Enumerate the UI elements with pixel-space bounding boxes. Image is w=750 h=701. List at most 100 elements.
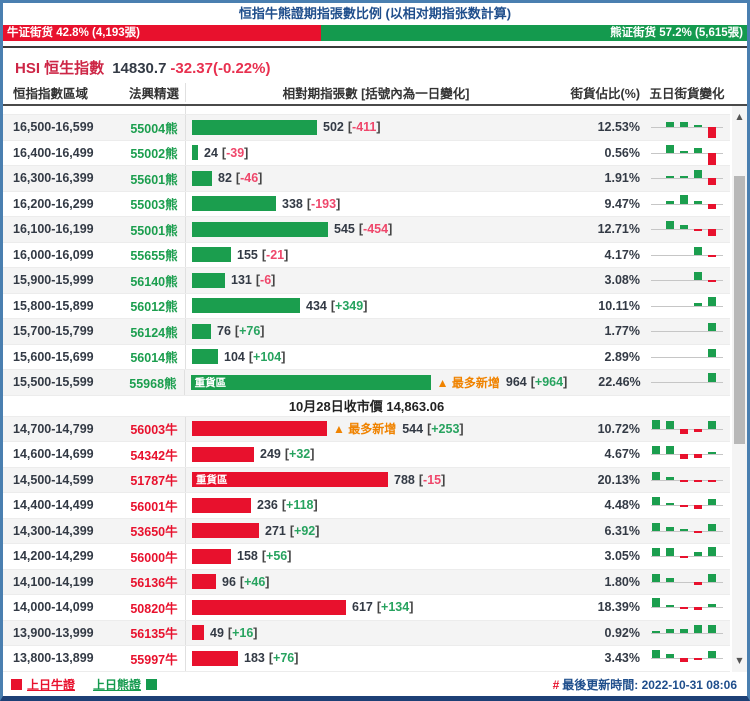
five-day-sparkline <box>651 570 723 594</box>
spark-bar <box>680 479 688 482</box>
warrant-code-link[interactable]: 56014熊 <box>130 351 178 366</box>
warrant-code-link[interactable]: 56000牛 <box>130 550 178 565</box>
five-day-sparkline <box>651 166 723 190</box>
spark-bar <box>694 229 702 232</box>
table-row: 14,300-14,399 53650牛 271 [+92] 6.31% <box>3 518 730 544</box>
warrant-code-link[interactable]: 55004熊 <box>130 121 178 136</box>
bar-value: 131 <box>231 273 252 288</box>
table-row: 14,400-14,499 56001牛 236 [+118] 4.48% <box>3 493 730 519</box>
warrant-code-link[interactable]: 56135牛 <box>130 627 178 642</box>
spark-bar <box>694 454 702 459</box>
bar-value: 249 <box>260 447 281 462</box>
spark-baseline <box>651 152 723 154</box>
bar-change: [+134] <box>376 600 414 615</box>
spark-bar <box>708 127 716 139</box>
volume-bar <box>192 247 231 263</box>
warrant-code-link[interactable]: 54342牛 <box>130 448 178 463</box>
percent-cell: 6.31% <box>604 523 640 538</box>
warrant-code-link[interactable]: 55003熊 <box>130 198 178 213</box>
warrant-code-link[interactable]: 50820牛 <box>130 601 178 616</box>
percent-cell: 4.67% <box>604 447 640 462</box>
table-row: 14,700-14,799 56003牛 ▲ 最多新增 544 [+253] 10.72% <box>3 416 730 442</box>
spark-baseline <box>651 280 723 282</box>
volume-bar <box>192 221 328 237</box>
volume-bar <box>192 574 216 590</box>
bar-change: [+56] <box>261 549 292 564</box>
scroll-down-icon[interactable]: ▼ <box>736 656 743 665</box>
index-quote: HSI 恒生指數 14830.7 -32.37(-0.22%) <box>3 48 747 80</box>
spark-bar <box>708 296 716 306</box>
volume-bar <box>192 625 204 641</box>
spark-bar <box>708 254 716 257</box>
volume-bar <box>192 599 346 615</box>
index-name: HSI 恒生指數 <box>15 60 105 77</box>
percent-cell: 18.39% <box>597 600 640 615</box>
spark-baseline <box>651 203 723 205</box>
range-cell: 16,400-16,499 <box>13 145 94 160</box>
volume-bar <box>192 272 225 288</box>
spark-bar <box>708 229 716 237</box>
bear-legend-swatch-icon <box>146 678 158 690</box>
percent-cell: 0.92% <box>604 625 640 640</box>
range-cell: 14,100-14,199 <box>13 574 94 589</box>
scroll-up-icon[interactable]: ▲ <box>736 112 743 121</box>
spark-bar <box>666 221 674 230</box>
change-value: -39 <box>226 145 245 160</box>
range-cell: 15,500-15,599 <box>13 375 94 390</box>
table-header-row: 恒指指數區域 法興精選 相對期指張數 [括號內為一日變化] 街貨佔比(%) 五日… <box>3 80 747 106</box>
spark-bar <box>680 225 688 230</box>
five-day-sparkline <box>651 621 723 645</box>
scrollbar-thumb[interactable] <box>734 176 745 444</box>
bar-cell: 131 [-6] <box>185 268 566 293</box>
spark-bar <box>694 170 702 179</box>
last-update-time: # 最後更新時間: 2022-10-31 08:06 <box>553 676 737 693</box>
legend-bear-link[interactable]: 上日熊證 <box>93 677 142 692</box>
change-value: +76 <box>273 651 295 666</box>
warrant-code-link[interactable]: 56012熊 <box>130 300 178 315</box>
five-day-sparkline <box>651 217 723 241</box>
warrant-code-link[interactable]: 56140熊 <box>130 274 178 289</box>
warrant-code-link[interactable]: 56003牛 <box>130 423 178 438</box>
table-row: 15,800-15,899 56012熊 434 [+349] 10.11% <box>3 293 730 319</box>
spark-cell <box>644 217 730 241</box>
five-day-sparkline <box>651 646 723 670</box>
spark-bar <box>666 654 674 659</box>
spark-bar <box>666 526 674 531</box>
warrant-code-link[interactable]: 56136牛 <box>130 576 178 591</box>
warrant-code-link[interactable]: 53650牛 <box>130 525 178 540</box>
spark-bar <box>708 499 716 506</box>
scrollbar[interactable]: ▲ ▼ <box>732 106 747 672</box>
spark-bar <box>666 144 674 153</box>
warrant-code-link[interactable]: 55655熊 <box>130 249 178 264</box>
close-price-row: 10月28日收市價 14,863.06 <box>3 395 730 417</box>
warrant-code-link[interactable]: 55601熊 <box>130 172 178 187</box>
bar-change: [-39] <box>221 145 249 160</box>
five-day-sparkline <box>651 468 723 492</box>
warrant-code-link[interactable]: 56124熊 <box>130 325 178 340</box>
warrant-code-link[interactable]: 55001熊 <box>130 223 178 238</box>
spark-cell <box>644 243 730 267</box>
bar-cell <box>185 106 566 114</box>
five-day-sparkline <box>651 519 723 543</box>
warrant-code-link[interactable]: 55997牛 <box>130 652 178 667</box>
change-value: +349 <box>335 298 364 313</box>
spark-baseline <box>651 254 723 256</box>
warrant-code-link[interactable]: 51787牛 <box>130 474 178 489</box>
bar-cell: 338 [-193] <box>185 191 566 216</box>
spark-bar <box>694 624 702 633</box>
volume-bar <box>192 298 300 314</box>
warrant-code-link[interactable]: 55002熊 <box>130 147 178 162</box>
range-cell: 16,100-16,199 <box>13 222 94 237</box>
table-row: 15,700-15,799 56124熊 76 [+76] 1.77% <box>3 319 730 345</box>
spark-bar <box>652 446 660 455</box>
legend-bull-link[interactable]: 上日牛證 <box>27 677 76 692</box>
bar-value: 502 <box>323 120 344 135</box>
five-day-sparkline <box>651 294 723 318</box>
warrant-code-link[interactable]: 56001牛 <box>130 499 178 514</box>
spark-bar <box>680 505 688 508</box>
warrant-code-link[interactable]: 55968熊 <box>129 376 177 391</box>
percent-cell: 9.47% <box>604 196 640 211</box>
percent-cell: 3.43% <box>604 651 640 666</box>
percent-cell: 2.89% <box>604 349 640 364</box>
table-row: 16,500-16,599 55004熊 502 [-411] 12.53% <box>3 115 730 141</box>
